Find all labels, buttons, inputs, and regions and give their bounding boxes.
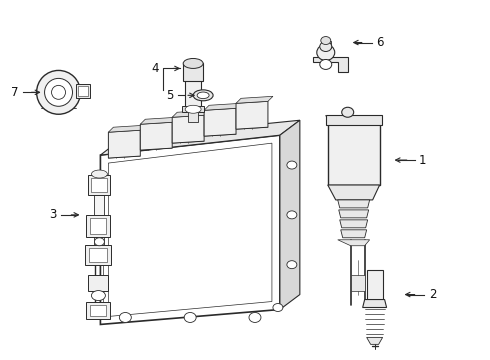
Polygon shape xyxy=(204,108,236,136)
Bar xyxy=(91,305,106,316)
Polygon shape xyxy=(328,120,380,185)
Ellipse shape xyxy=(197,92,209,99)
Bar xyxy=(89,275,108,291)
Polygon shape xyxy=(328,185,380,200)
Polygon shape xyxy=(100,135,280,324)
Text: 3: 3 xyxy=(49,208,56,221)
Bar xyxy=(86,302,110,319)
Polygon shape xyxy=(236,96,273,103)
Ellipse shape xyxy=(320,59,332,69)
Ellipse shape xyxy=(287,261,297,269)
Ellipse shape xyxy=(273,303,283,311)
Ellipse shape xyxy=(193,90,213,101)
Polygon shape xyxy=(236,101,268,129)
Bar xyxy=(351,275,365,291)
Polygon shape xyxy=(204,103,241,110)
Ellipse shape xyxy=(183,58,203,68)
Text: 7: 7 xyxy=(11,86,19,99)
Text: 4: 4 xyxy=(151,62,159,75)
Text: 1: 1 xyxy=(419,154,426,167)
Polygon shape xyxy=(140,122,172,150)
Polygon shape xyxy=(172,115,204,143)
Polygon shape xyxy=(108,130,140,158)
Text: 2: 2 xyxy=(429,288,436,301)
Polygon shape xyxy=(100,120,300,155)
Polygon shape xyxy=(338,200,369,208)
Polygon shape xyxy=(108,125,145,132)
Polygon shape xyxy=(367,337,383,345)
Bar xyxy=(90,248,107,262)
Ellipse shape xyxy=(95,238,104,246)
Bar xyxy=(185,80,201,110)
Ellipse shape xyxy=(320,41,332,51)
Bar xyxy=(367,270,383,300)
Ellipse shape xyxy=(120,312,131,323)
Bar xyxy=(95,195,104,260)
Polygon shape xyxy=(140,117,177,124)
Ellipse shape xyxy=(342,107,354,117)
Bar xyxy=(183,63,203,81)
Polygon shape xyxy=(313,58,348,72)
Bar xyxy=(326,115,382,125)
Ellipse shape xyxy=(92,170,107,178)
Ellipse shape xyxy=(287,161,297,169)
Ellipse shape xyxy=(321,37,331,45)
Bar xyxy=(89,175,110,195)
Text: 6: 6 xyxy=(376,36,383,49)
Ellipse shape xyxy=(45,78,73,106)
Ellipse shape xyxy=(317,45,335,60)
Bar xyxy=(321,41,331,48)
Bar xyxy=(91,218,106,234)
Bar xyxy=(188,112,198,122)
Polygon shape xyxy=(108,143,272,316)
Ellipse shape xyxy=(37,71,80,114)
Ellipse shape xyxy=(185,105,201,113)
Polygon shape xyxy=(340,220,368,228)
Bar xyxy=(78,86,89,96)
Bar xyxy=(92,178,107,192)
Polygon shape xyxy=(341,230,367,238)
Bar xyxy=(76,84,91,98)
Bar xyxy=(85,245,111,265)
Polygon shape xyxy=(338,240,369,246)
Ellipse shape xyxy=(184,312,196,323)
Ellipse shape xyxy=(287,211,297,219)
Ellipse shape xyxy=(249,312,261,323)
Text: 5: 5 xyxy=(167,89,174,102)
Polygon shape xyxy=(280,120,300,310)
Polygon shape xyxy=(363,300,387,307)
Bar xyxy=(86,215,110,237)
Polygon shape xyxy=(172,110,209,117)
Polygon shape xyxy=(339,210,368,218)
Ellipse shape xyxy=(92,291,105,301)
Bar xyxy=(182,106,204,112)
Ellipse shape xyxy=(51,85,66,99)
